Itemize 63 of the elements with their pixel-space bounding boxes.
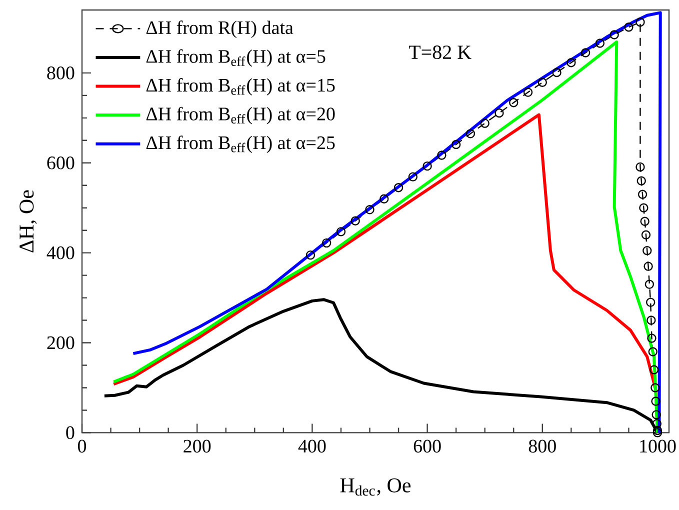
point [652,426,662,436]
point [466,129,476,138]
point [649,365,659,374]
point [437,150,446,160]
point [566,58,576,68]
point [646,298,656,307]
point [595,38,605,48]
point [636,18,645,27]
point [651,396,660,406]
point [652,428,662,438]
annotation: T=82 K [408,46,472,60]
point [494,108,504,118]
y-axis-title: ΔH, Oe [20,190,37,252]
x-tick-label: 800 [528,440,556,453]
point [641,230,651,240]
point [639,203,648,212]
point [644,280,654,289]
x-tick-label: 0 [78,440,86,453]
x-tick-label: 400 [298,440,326,453]
point [538,78,547,87]
legend-label: ΔH from B$_{eff}$(H) at α=20 [146,106,335,124]
point [509,98,518,108]
point [523,88,533,97]
y-tick-label: 800 [47,66,74,80]
point [652,419,662,428]
point [640,216,650,226]
point [480,118,490,128]
point [380,194,389,204]
point [365,205,374,214]
point [646,316,656,325]
y-tick-label: 0 [66,426,74,440]
point [580,48,590,58]
point [336,227,346,236]
point [394,183,404,192]
x-axis-title: H$_{dec}$, Oe [340,478,411,496]
point [650,383,660,392]
point [610,30,619,40]
point [624,22,634,32]
x-tick-label: 1000 [640,440,676,453]
y-tick-label: 200 [47,336,74,350]
y-tick-label: 600 [47,156,74,170]
point [552,68,562,78]
point [636,162,645,172]
point [652,410,661,420]
point [306,250,316,260]
legend-label: ΔH from B$_{eff}$(H) at α=15 [146,78,335,96]
point [322,238,332,248]
point [642,246,652,256]
x-tick-label: 600 [414,440,441,453]
point [636,176,646,186]
x-tick-label: 200 [184,440,211,453]
legend-label: ΔH from R(H) data [146,20,294,38]
point [648,347,658,356]
y-tick-label: 400 [46,246,74,260]
point [422,161,432,171]
legend-label: ΔH from B$_{eff}$(H) at α=5 [146,49,326,67]
point [350,216,360,226]
point [408,172,418,182]
point [647,334,656,343]
point [638,190,648,199]
point [644,262,653,271]
point [451,140,461,150]
legend-label: ΔH from B$_{eff}$(H) at α=25 [146,136,335,154]
